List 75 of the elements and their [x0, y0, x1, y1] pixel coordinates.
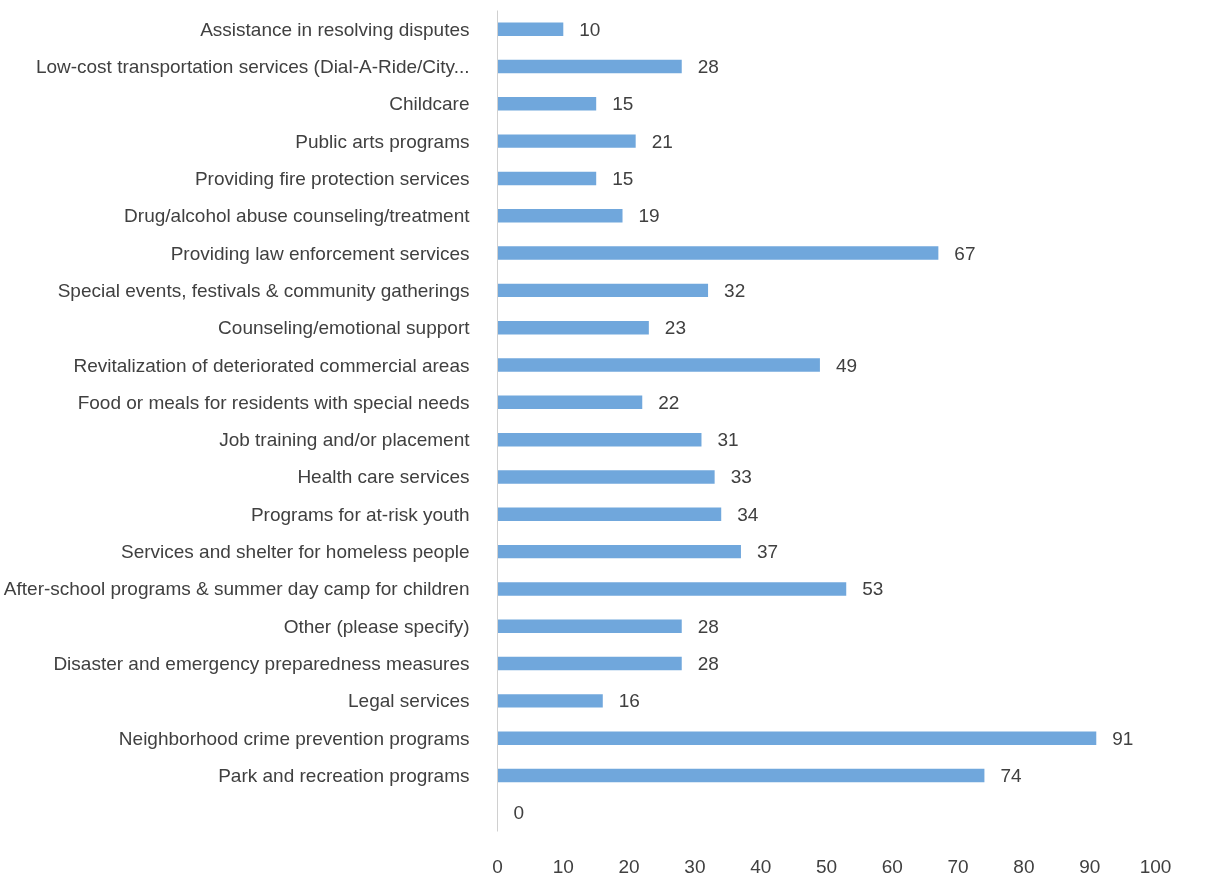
x-tick-label: 70 — [947, 855, 969, 877]
bar — [497, 656, 682, 671]
bar — [497, 171, 597, 186]
data-label: 21 — [651, 130, 673, 152]
data-label: 16 — [618, 690, 640, 712]
bar — [497, 134, 636, 148]
data-label: 15 — [612, 93, 634, 115]
bar — [497, 283, 709, 298]
y-tick-label: Health care services — [297, 466, 470, 488]
y-tick-label: Job training and/or placement — [219, 429, 471, 451]
data-label: 53 — [862, 578, 884, 600]
y-tick-label: Public arts programs — [295, 130, 470, 152]
bar — [497, 246, 939, 260]
y-tick-label: Assistance in resolving disputes — [200, 18, 470, 40]
y-tick-label: Park and recreation programs — [218, 765, 470, 787]
data-label: 19 — [638, 205, 660, 227]
data-label: 91 — [1112, 727, 1134, 749]
x-tick-label: 80 — [1013, 855, 1035, 877]
y-tick-label: Revitalization of deteriorated commercial areas — [73, 354, 470, 376]
x-tick-label: 30 — [684, 855, 706, 877]
y-tick-label: Drug/alcohol abuse counseling/treatment — [124, 205, 471, 227]
data-label: 34 — [737, 503, 759, 525]
bar — [497, 395, 643, 410]
bar — [497, 731, 1097, 745]
bar — [497, 97, 597, 111]
y-tick-label: Food or meals for residents with special needs — [77, 391, 470, 413]
data-label: 49 — [835, 354, 858, 376]
data-label: 32 — [724, 279, 746, 301]
y-tick-label: Special events, festivals & community gatherings — [57, 279, 470, 301]
bar — [497, 544, 741, 559]
data-label: 10 — [579, 18, 601, 40]
data-label: 33 — [730, 466, 752, 488]
y-tick-label: Disaster and emergency preparedness measures — [53, 653, 470, 675]
x-tick-label: 100 — [1139, 855, 1172, 877]
data-label: 15 — [612, 167, 634, 189]
y-tick-label: Other (please specify) — [283, 615, 470, 637]
data-label: 67 — [954, 242, 976, 264]
data-label: 28 — [697, 615, 719, 637]
y-tick-label: Legal services — [348, 690, 470, 712]
x-tick-label: 50 — [815, 855, 838, 877]
y-tick-label: Childcare — [389, 93, 470, 115]
bar — [497, 358, 820, 372]
x-tick-label: 40 — [750, 855, 772, 877]
data-label: 0 — [513, 802, 525, 824]
data-label: 22 — [658, 391, 680, 413]
bar — [497, 470, 715, 484]
x-tick-label: 0 — [492, 855, 503, 877]
y-tick-label: Services and shelter for homeless people — [120, 541, 470, 563]
bar — [497, 507, 722, 522]
data-label: 28 — [697, 653, 719, 675]
data-label: 74 — [1000, 765, 1022, 787]
y-tick-label: Providing fire protection services — [194, 167, 470, 189]
x-tick-label: 10 — [552, 855, 574, 877]
data-label: 23 — [664, 317, 686, 339]
bar — [497, 582, 847, 596]
y-tick-label: Programs for at-risk youth — [250, 503, 470, 525]
bar — [497, 619, 682, 633]
bar — [497, 209, 623, 223]
bar — [497, 59, 682, 74]
data-label: 37 — [756, 541, 779, 563]
y-tick-label: Counseling/emotional support — [218, 317, 471, 339]
bar — [497, 694, 603, 708]
bar — [497, 320, 649, 335]
x-tick-label: 20 — [618, 855, 640, 877]
data-label: 28 — [697, 55, 719, 77]
x-tick-label: 90 — [1079, 855, 1101, 877]
bar — [497, 768, 985, 783]
x-tick-label: 60 — [881, 855, 903, 877]
y-tick-label: After-school programs & summer day camp for children — [3, 578, 470, 600]
y-tick-label: Neighborhood crime prevention programs — [118, 727, 470, 749]
bar — [497, 432, 702, 447]
bar — [497, 22, 564, 36]
y-tick-label: Providing law enforcement services — [170, 242, 470, 264]
data-label: 31 — [717, 429, 739, 451]
y-tick-label: Low-cost transportation services (Dial-A-Ride/City... — [35, 55, 470, 77]
